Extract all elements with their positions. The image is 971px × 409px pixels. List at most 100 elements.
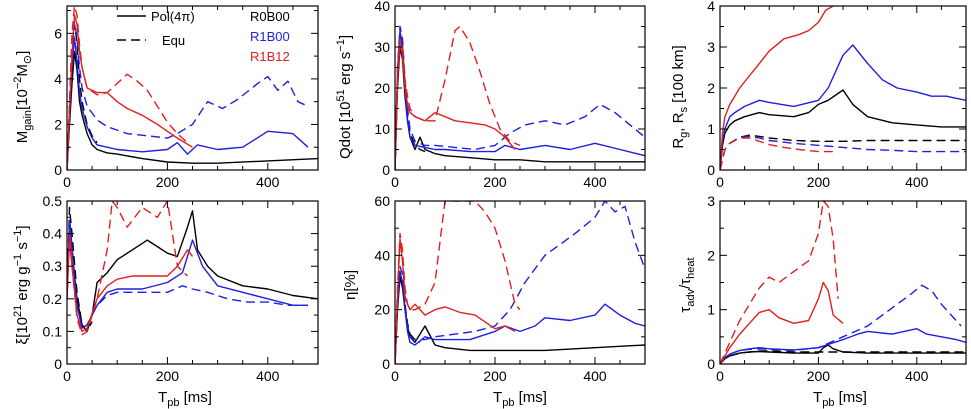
y-tick-label: 6 [54,25,62,41]
xlabel-left: Tpb [ms] [158,389,212,409]
ylabel-radius: Rg, Rs [100 km] [670,45,690,148]
legend: Pol(4π) Equ R0B00 R1B00 R1B12 [117,9,290,64]
series-line-r1b12-solid [395,238,516,364]
series-line-r0b00-dashed [720,350,966,364]
y-tick-label: 0 [382,356,390,372]
legend-solid-label: Pol(4π) [151,9,195,24]
panel-2: 0 200 400 0 10 20 30 40 [374,0,646,190]
series-line-r1b12-solid [67,14,193,170]
series-line-r1b00-dashed [395,25,645,170]
plot-frame [719,5,967,171]
legend-model-r1b00: R1B00 [250,29,290,44]
series-line-r0b00-solid [720,89,966,170]
series-line-r1b12-solid [720,281,844,364]
panel-3: 0 200 400 0 1 2 3 4 [707,0,967,190]
y-tick-label: 4 [54,71,62,87]
series-line-r1b12-dashed [67,201,188,336]
y-tick-label: 0 [707,356,715,372]
x-tick-label: 200 [156,174,180,190]
ylabel-qdot: Qdot [1051 erg s−1] [335,35,354,159]
x-tick-label: 400 [256,368,280,384]
x-tick-label: 0 [716,368,724,384]
series-line-r1b00-solid [67,219,308,329]
legend-model-r0b00: R0B00 [250,9,290,24]
ylabel-mgain: Mgain[10−2M⊙] [12,51,34,144]
series-line-r1b00-dashed [67,21,309,170]
y-tick-label: 4 [707,0,715,14]
ylabel-eta: η[%] [342,270,359,300]
x-tick-label: 0 [391,368,399,384]
x-tick-label: 0 [63,368,71,384]
y-tick-label: 0 [382,162,390,178]
panel-6: 0 200 400 0 1 2 3 [707,193,967,384]
y-tick-label: 3 [707,193,715,209]
panel-5: 0 200 400 0 20 40 60 [374,193,646,384]
x-tick-label: 200 [807,174,831,190]
y-tick-label: 3 [707,39,715,55]
series-group [395,201,645,364]
series-group [720,6,966,170]
series-line-r0b00-solid [67,210,318,333]
y-tick-label: 0.1 [43,323,63,339]
y-tick-label: 0.5 [43,193,63,209]
x-tick-label: 400 [583,368,607,384]
y-tick-label: 0.3 [43,258,63,274]
y-tick-label: 10 [374,121,390,137]
y-tick-label: 0.2 [43,291,63,307]
y-tick-label: 0.4 [43,226,63,242]
series-line-r1b12-solid [67,232,194,333]
y-tick-label: 20 [374,302,390,318]
series-line-r1b12-dashed [395,201,521,364]
y-tick-label: 30 [374,39,390,55]
series-line-r1b00-dashed [720,284,962,364]
y-tick-label: 0 [54,162,62,178]
series-line-r1b12-dashed [720,137,839,170]
series-line-r1b00-dashed [395,201,645,364]
series-line-r1b12-solid [395,42,516,170]
ylabel-tau: τadv/τheat [677,257,697,312]
series-line-r1b12-dashed [67,6,188,170]
series-group [720,201,966,364]
xlabel-middle: Tpb [ms] [493,389,547,409]
legend-model-r1b12: R1B12 [250,49,290,64]
series-line-r1b12-dashed [720,201,839,364]
ylabel-xi: ξ[1021 erg g−1 s−1] [12,225,31,344]
x-tick-label: 200 [483,368,507,384]
series-line-r1b12-solid [720,6,834,170]
x-tick-label: 200 [483,174,507,190]
legend-dashed-label: Equ [162,33,185,48]
series-line-r1b00-solid [67,37,309,170]
y-tick-label: 20 [374,80,390,96]
series-line-r1b00-solid [720,44,966,170]
y-tick-label: 60 [374,193,390,209]
y-tick-label: 40 [374,0,390,14]
y-tick-label: 0 [707,162,715,178]
panel-1: 0 200 400 0 2 4 6 [54,5,319,190]
series-line-r1b12-dashed [395,25,521,170]
x-tick-label: 200 [156,368,180,384]
x-tick-label: 400 [905,368,929,384]
series-group [395,25,645,170]
panel-4: 0 200 400 0 0.1 0.2 0.3 0.4 0.5 [43,193,319,384]
x-tick-label: 0 [63,174,71,190]
x-tick-label: 200 [807,368,831,384]
x-tick-label: 0 [716,174,724,190]
xlabel-right: Tpb [ms] [813,389,867,409]
series-line-r1b00-solid [395,29,645,170]
series-line-r1b00-dashed [67,216,308,329]
series-group [67,6,318,170]
y-tick-label: 0 [54,356,62,372]
y-tick-label: 1 [707,302,715,318]
y-tick-label: 40 [374,247,390,263]
x-tick-label: 0 [391,174,399,190]
y-tick-label: 2 [707,247,715,263]
x-tick-label: 400 [256,174,280,190]
x-tick-label: 400 [905,174,929,190]
series-line-r1b00-solid [720,328,966,364]
y-tick-label: 1 [707,121,715,137]
x-tick-label: 400 [583,174,607,190]
y-tick-label: 2 [707,80,715,96]
y-tick-label: 2 [54,116,62,132]
